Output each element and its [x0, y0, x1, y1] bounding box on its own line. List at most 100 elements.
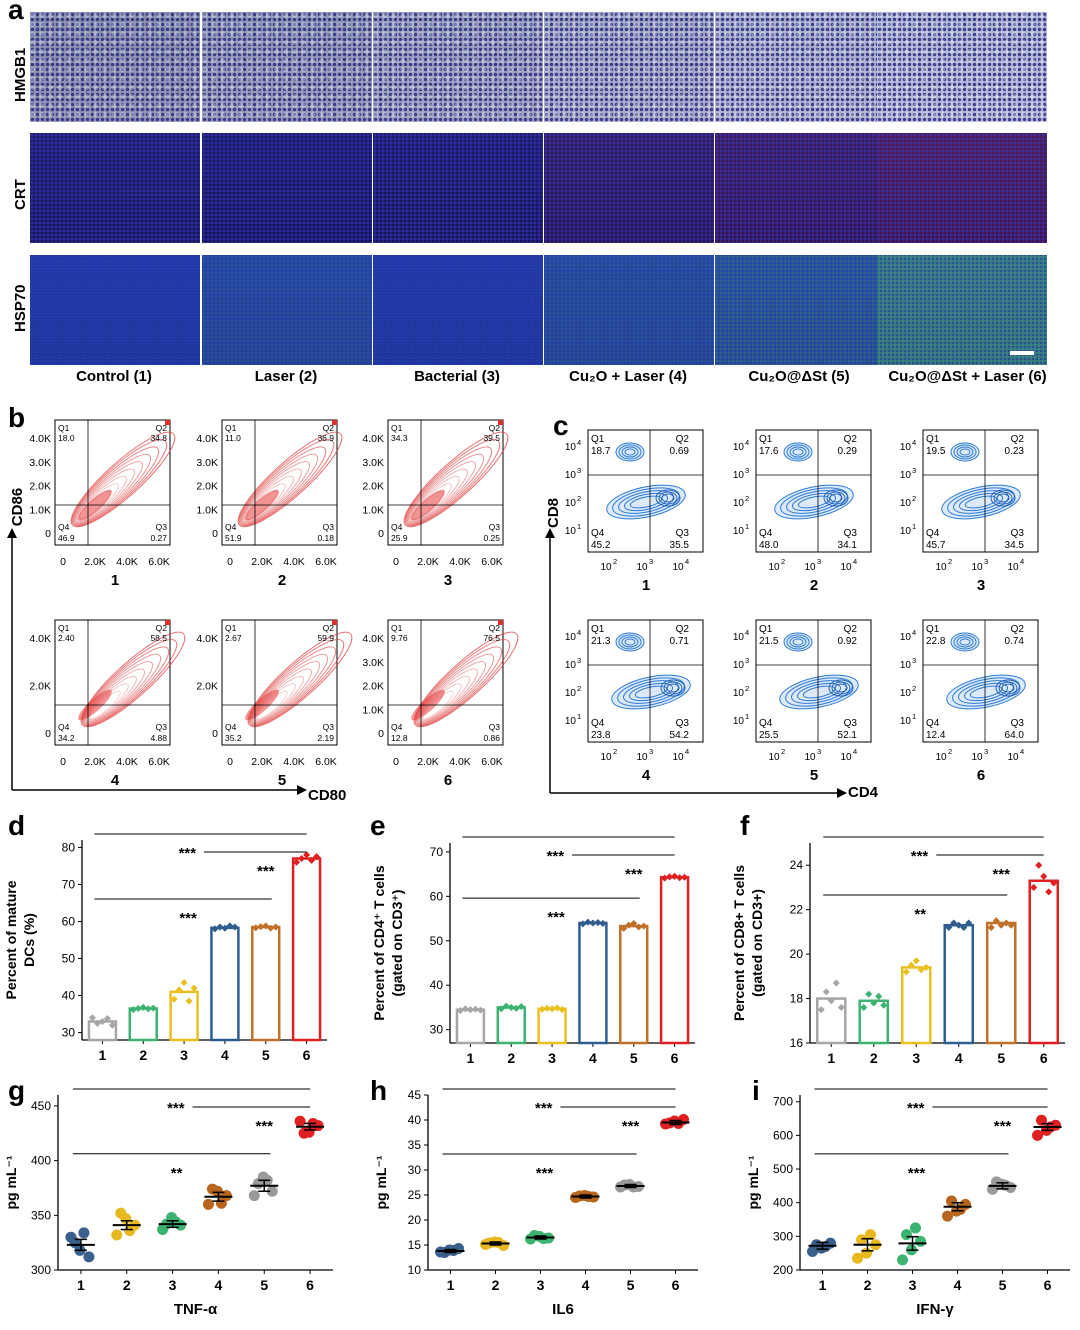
data-point [865, 1229, 876, 1241]
q1-label: Q1 [58, 623, 70, 633]
c-xtick-exp: 2 [948, 747, 952, 756]
c-ytick-exp: 2 [577, 684, 581, 693]
x-tick-label: 2 [870, 1050, 878, 1066]
corner-events [498, 420, 503, 425]
b-xtick: 4.0K [116, 556, 138, 568]
b-xtick: 2.0K [251, 556, 273, 568]
contour-line [658, 491, 678, 505]
b-xtick: 0 [60, 756, 66, 768]
contour-line [628, 682, 674, 702]
bar-2 [496, 1006, 526, 1045]
b-xtick: 6.0K [315, 756, 337, 768]
c-ytick-exp: 2 [577, 494, 581, 503]
y-tick-label: 45 [408, 1088, 422, 1102]
b-xtick: 0 [393, 556, 399, 568]
y-tick-label: 400 [31, 1154, 51, 1168]
b-ytick: 0 [45, 728, 51, 740]
y-tick-label: 40 [62, 989, 76, 1003]
b-plot-frame [221, 619, 338, 746]
sig-stars-c: ** [914, 906, 926, 923]
contour-line [1001, 683, 1015, 693]
y-label: pg mL⁻¹ [745, 1155, 761, 1209]
corner-events [165, 420, 170, 425]
c-ytick-exp: 1 [577, 712, 581, 721]
c-ytick-exp: 4 [912, 628, 916, 637]
micrograph-hmgb1-group-2 [202, 12, 372, 122]
q4-label: Q4 [391, 722, 403, 732]
contour-line [624, 638, 636, 646]
data-point [215, 1197, 227, 1209]
contour-line [243, 468, 302, 523]
contour-line [74, 461, 144, 524]
b-ytick: 4.0K [196, 433, 218, 445]
c-xtick-exp: 2 [781, 557, 785, 566]
data-point [955, 1203, 966, 1215]
y-label-line1: Percent of CD4⁺ T cells [371, 865, 387, 1020]
q1-value: 17.6 [759, 446, 779, 457]
c-ytick-exp: 3 [912, 656, 916, 665]
data-point [1007, 921, 1015, 929]
c-ytick: 10 [900, 442, 912, 453]
y-tick-label: 500 [773, 1162, 793, 1176]
c-ytick: 10 [900, 716, 912, 727]
contour-line [792, 638, 804, 646]
q4-label: Q4 [58, 522, 70, 532]
c-xtick: 10 [636, 752, 648, 763]
micrograph-crt-group-2 [202, 133, 372, 243]
q1-label: Q1 [759, 624, 773, 635]
contour-line [417, 661, 487, 724]
b-ytick: 0 [212, 728, 218, 740]
contour-line [251, 661, 321, 724]
contour-line [953, 444, 977, 460]
contour-line [789, 446, 807, 458]
contour-line [829, 493, 843, 503]
b-ytick: 3.0K [362, 457, 384, 469]
x-tick-label: 4 [215, 1277, 223, 1293]
q2-value: 0.92 [838, 636, 858, 647]
c-ytick: 10 [565, 526, 577, 537]
b-xtick: 0 [393, 756, 399, 768]
x-tick-label: 2 [139, 1047, 147, 1063]
x-label: IL6 [552, 1301, 574, 1318]
x-tick-label: 2 [864, 1277, 872, 1293]
x-tick-label: 5 [262, 1047, 270, 1063]
b-xtick: 4.0K [116, 756, 138, 768]
contour-line [624, 448, 636, 456]
contour-line [241, 461, 311, 524]
c-plot-number: 6 [977, 767, 985, 784]
c-xtick-exp: 3 [649, 747, 653, 756]
data-point [252, 924, 260, 932]
bar-6 [291, 857, 322, 1042]
contour-line [404, 439, 501, 527]
q3-label: Q3 [676, 528, 690, 539]
data-point [466, 1006, 474, 1014]
q4-value: 25.9 [391, 533, 408, 543]
contour-line [84, 661, 154, 724]
y-tick-label: 30 [408, 1163, 422, 1177]
chart-letter: d [8, 810, 25, 841]
c-ytick: 10 [565, 498, 577, 509]
c-ytick: 10 [733, 716, 745, 727]
c-xlabel: CD4 [848, 784, 879, 801]
c-xtick: 10 [971, 562, 983, 573]
c-ytick: 10 [733, 498, 745, 509]
q4-value: 12.4 [926, 730, 946, 741]
contour-line [623, 492, 669, 512]
q2-value: 0.74 [1005, 636, 1025, 647]
data-point [832, 979, 840, 987]
q3-value: 34.5 [1005, 540, 1025, 551]
y-tick-label: 40 [430, 978, 444, 992]
q1-label: Q1 [391, 623, 403, 633]
y-tick-label: 450 [31, 1099, 51, 1113]
b-ytick: 1.0K [362, 504, 384, 516]
data-point [548, 1005, 556, 1013]
c-ytick: 10 [900, 526, 912, 537]
bar-6 [1028, 879, 1060, 1045]
b-xtick: 0 [227, 756, 233, 768]
x-tick-label: 5 [627, 1277, 635, 1293]
sig-stars-c: *** [179, 910, 197, 927]
c-ytick: 10 [900, 470, 912, 481]
